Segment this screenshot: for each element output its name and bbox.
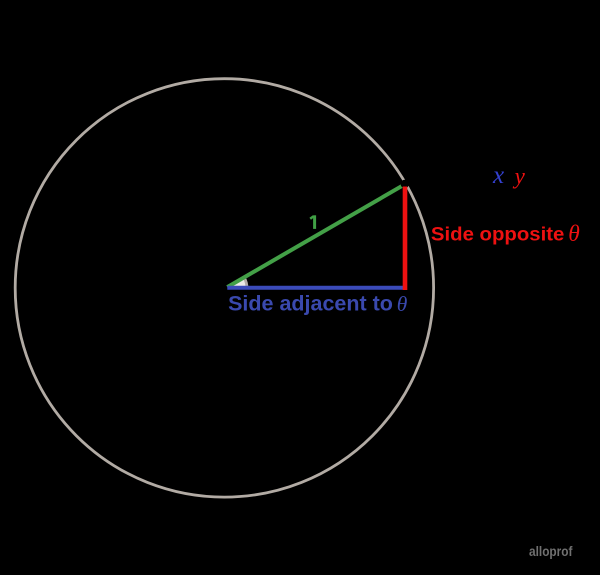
svg-text:Side adjacent to: Side adjacent to bbox=[228, 293, 393, 316]
svg-text:Side opposite: Side opposite bbox=[431, 225, 565, 246]
svg-text:y: y bbox=[513, 163, 526, 188]
svg-text:alloprof: alloprof bbox=[529, 544, 573, 559]
svg-text:θ: θ bbox=[397, 292, 408, 316]
svg-text:θ: θ bbox=[568, 221, 580, 247]
svg-text:x: x bbox=[492, 162, 504, 189]
